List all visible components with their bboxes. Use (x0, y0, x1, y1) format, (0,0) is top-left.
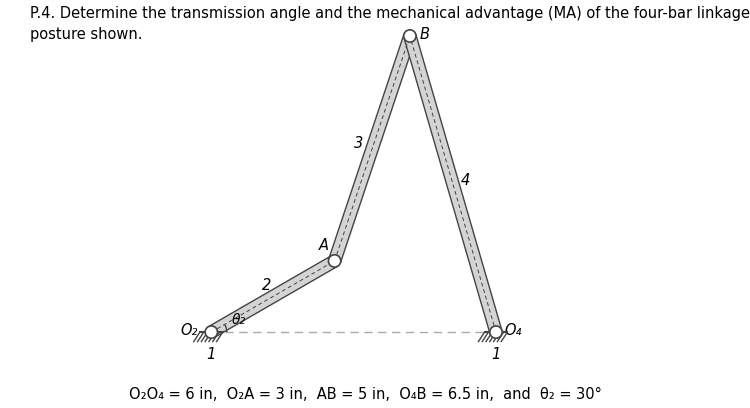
Circle shape (490, 326, 502, 338)
Text: 1: 1 (491, 347, 500, 362)
Circle shape (404, 30, 416, 42)
Text: O₂: O₂ (181, 323, 198, 338)
Text: 2: 2 (262, 277, 271, 293)
Text: θ₂: θ₂ (232, 313, 246, 327)
Circle shape (328, 255, 340, 267)
Circle shape (206, 326, 218, 338)
Polygon shape (404, 34, 502, 334)
Polygon shape (328, 34, 416, 263)
Text: 3: 3 (354, 136, 363, 151)
Text: O₄: O₄ (505, 323, 522, 338)
Text: posture shown.: posture shown. (30, 27, 142, 42)
Text: P.4. Determine the transmission angle and the mechanical advantage (MA) of the f: P.4. Determine the transmission angle an… (30, 6, 750, 21)
Polygon shape (209, 255, 338, 337)
Text: O₂O₄ = 6 in,  O₂A = 3 in,  AB = 5 in,  O₄B = 6.5 in,  and  θ₂ = 30°: O₂O₄ = 6 in, O₂A = 3 in, AB = 5 in, O₄B … (129, 387, 602, 402)
Text: A: A (320, 238, 329, 253)
Text: B: B (419, 27, 429, 42)
Text: 4: 4 (461, 173, 470, 188)
Text: 1: 1 (207, 347, 216, 362)
